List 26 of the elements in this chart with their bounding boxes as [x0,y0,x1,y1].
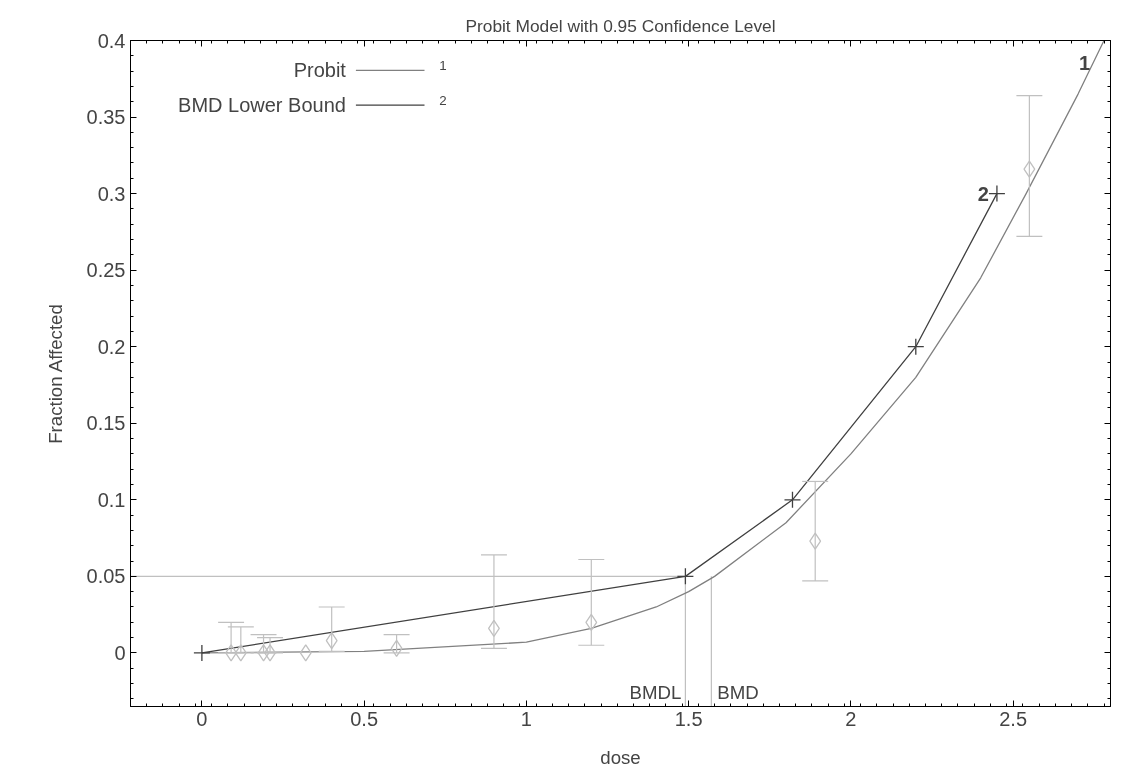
y-tick-label: 0.4 [97,29,126,52]
legend-label: BMD Lower Bound [178,94,346,117]
x-tick-label: 0 [196,707,208,730]
text: 1 [439,57,447,73]
x-tick-label: 2 [845,707,857,730]
x-tick-label: 2.5 [999,707,1028,730]
y-tick-label: 0.2 [97,335,126,358]
y-tick-label: 0.05 [86,565,126,588]
y-tick-label: 0.1 [97,488,126,511]
legend-label: Probit [293,59,347,82]
ref-line-label: BMD [717,681,759,703]
y-tick-label: 0.35 [86,106,126,129]
annotation: 2 [977,182,989,205]
ref-line-label: BMDL [629,681,682,703]
x-tick-label: 1.5 [674,707,703,730]
text: 2 [439,92,447,108]
y-tick-label: 0 [114,641,126,664]
y-tick-label: 0.25 [86,259,126,282]
x-axis-title: dose [600,746,641,768]
y-tick-label: 0.15 [86,412,126,435]
x-tick-label: 1 [520,707,532,730]
x-tick-label: 0.5 [350,707,379,730]
y-tick-label: 0.3 [97,182,126,205]
y-axis-title: Fraction Affected [44,304,66,444]
chart-title: Probit Model with 0.95 Confidence Level [465,15,776,36]
annotation: 1 [1078,51,1091,74]
